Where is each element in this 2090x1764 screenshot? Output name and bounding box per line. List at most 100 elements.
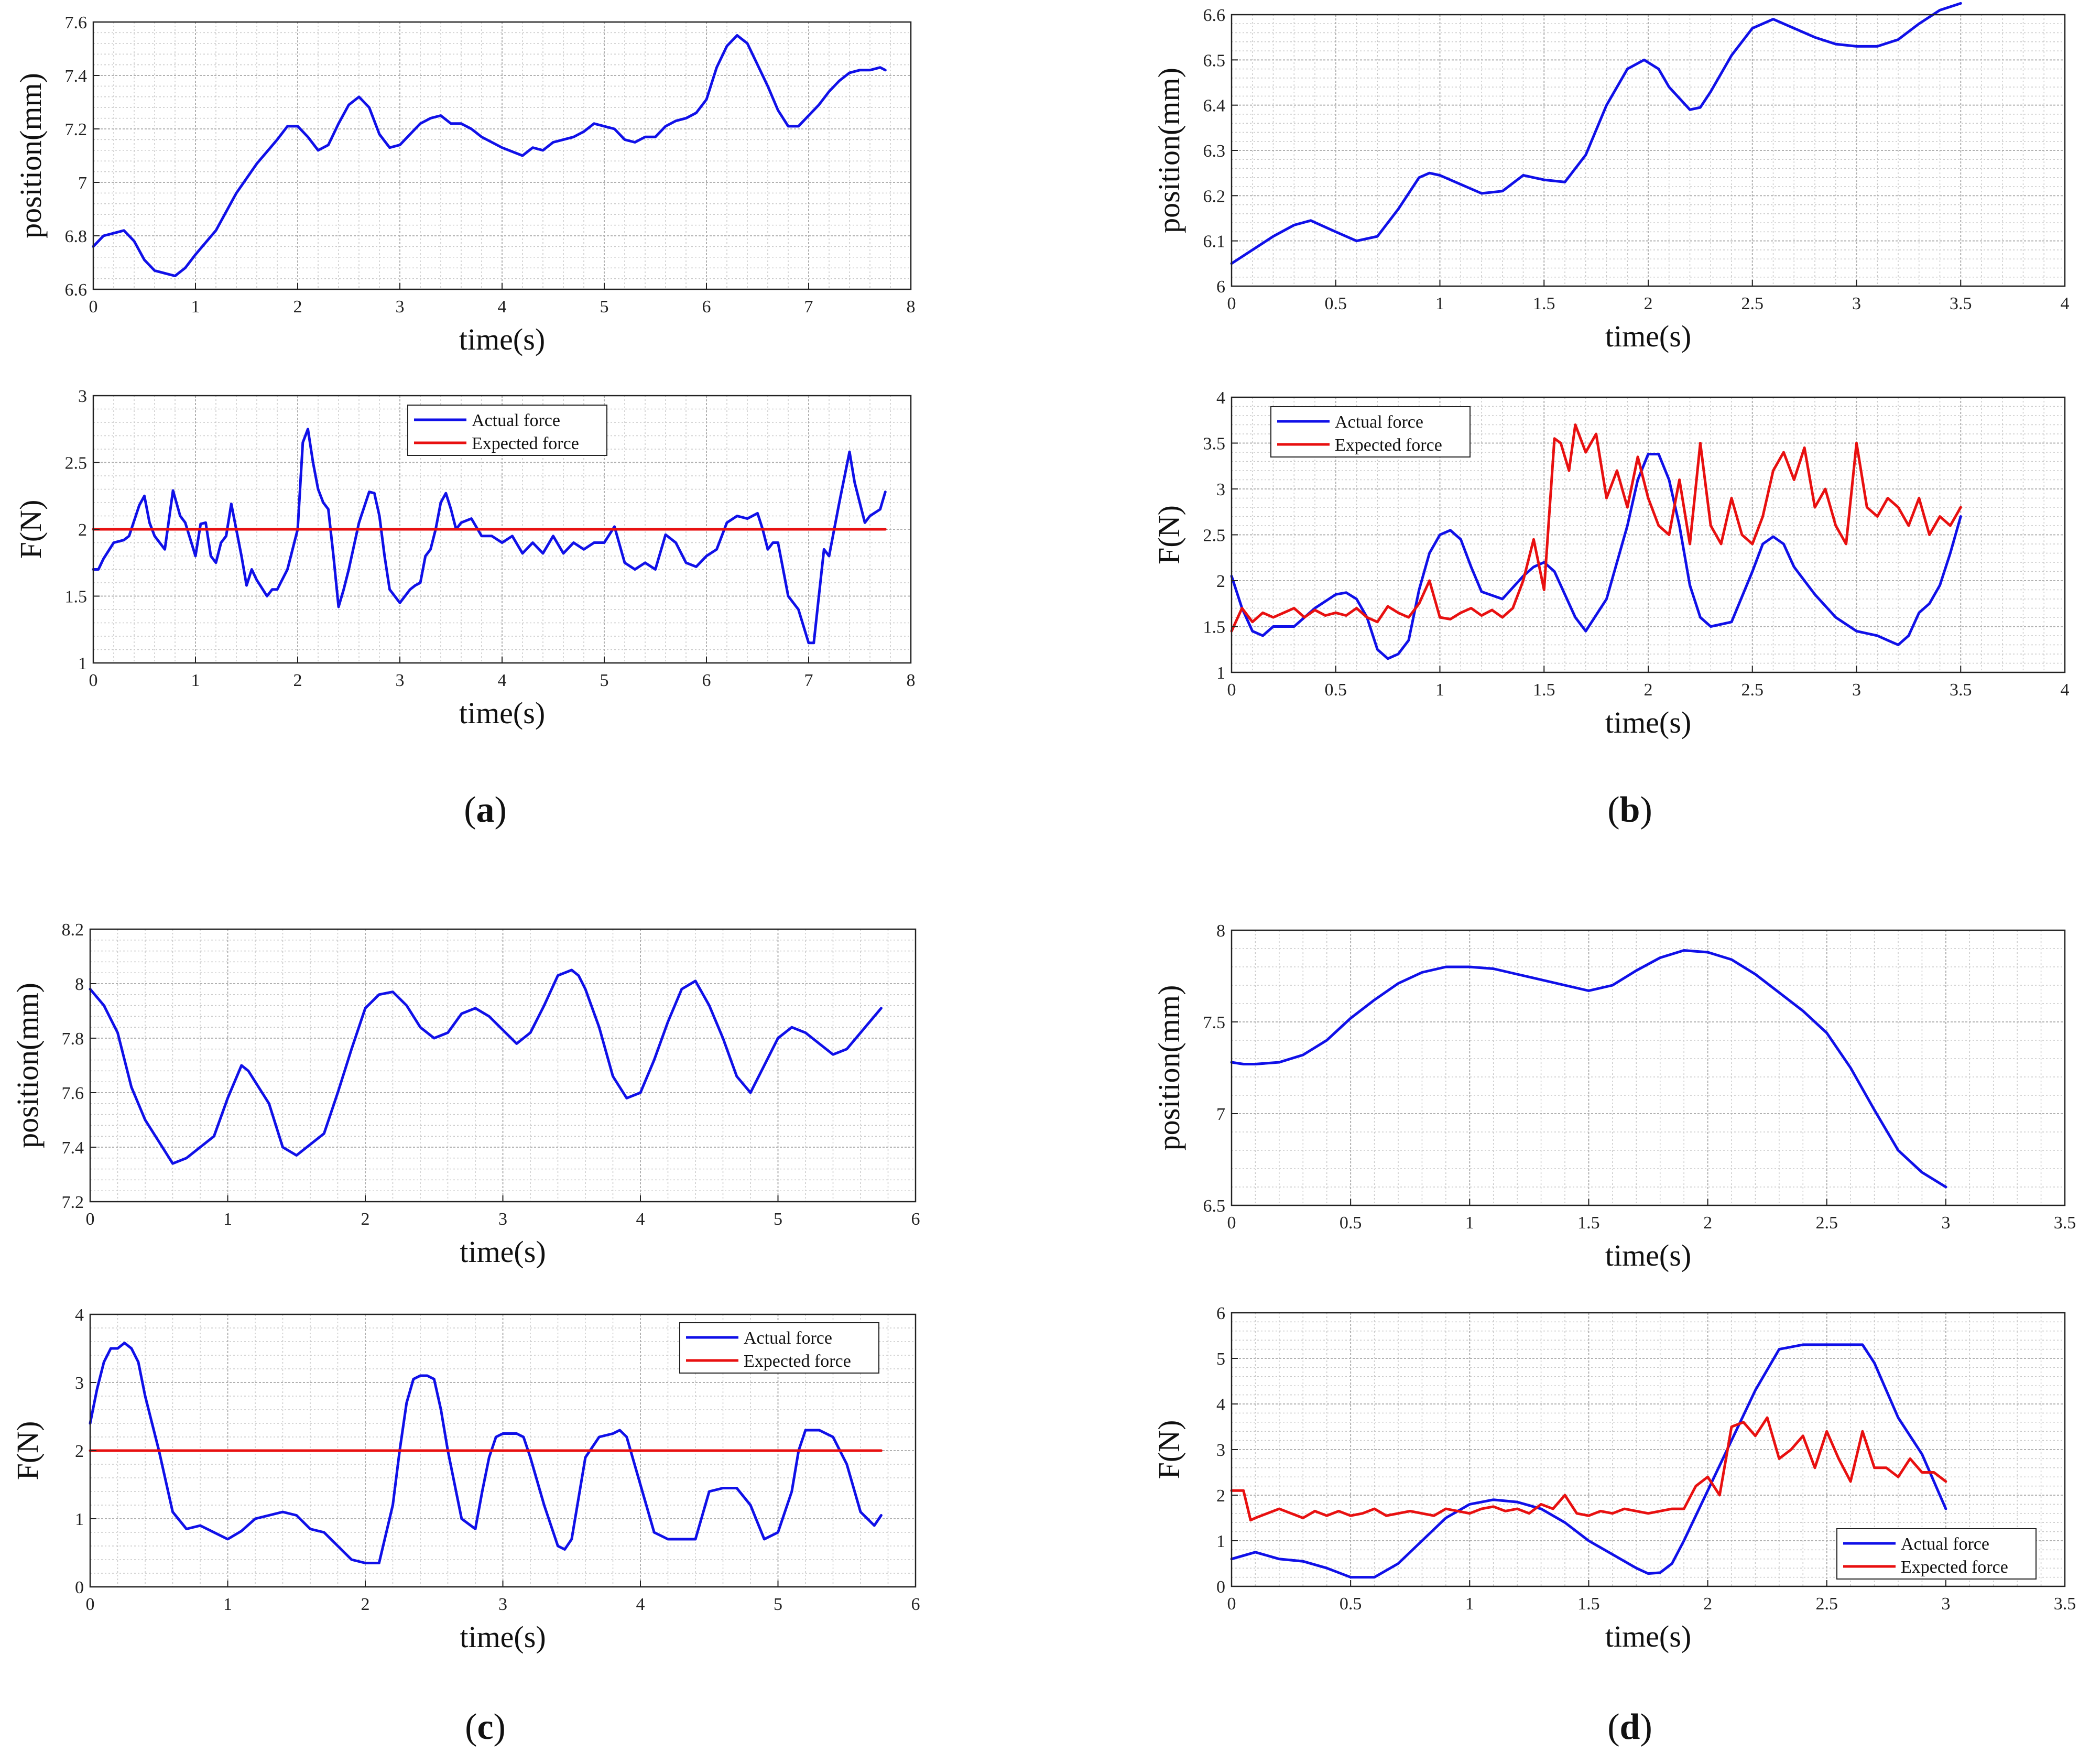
x-tick-label: 2 [293, 671, 302, 690]
legend-label-actual: Actual force [744, 1329, 832, 1348]
legend-label-expected: Expected force [472, 434, 579, 453]
chart-c-force-xlabel: time(s) [460, 1620, 546, 1654]
chart-c-position-xlabel: time(s) [460, 1235, 546, 1269]
x-tick-label: 1.5 [1577, 1213, 1600, 1233]
x-tick-label: 1 [191, 297, 200, 317]
y-tick-label: 0 [75, 1578, 84, 1597]
x-tick-label: 4 [636, 1595, 645, 1614]
chart-d-force: 0 0.5 1 1.5 2 2.5 3 3.5 0 1 2 3 4 5 6 time(s) F(N) Actual… [1152, 1304, 2076, 1653]
panel-label-letter: b [1620, 790, 1640, 830]
chart-d-position: 0 0.5 1 1.5 2 2.5 3 3.5 6.5 7 7.5 8 time(s) position(… [1152, 921, 2076, 1272]
x-tick-label: 0 [1227, 1213, 1236, 1233]
x-tick-label: 6 [702, 297, 711, 317]
legend-box [1270, 406, 1471, 458]
x-tick-label: 4 [2061, 680, 2070, 700]
chart-b-force-series-expected-force [1230, 423, 1962, 633]
legend-label-actual: Actual force [472, 411, 560, 430]
x-tick-label: 2.5 [1815, 1213, 1838, 1233]
chart-a-force-xlabel: time(s) [459, 696, 545, 730]
chart-c-position: 0 1 2 3 4 5 6 7.2 7.4 7.6 7.8 8 8.2 time(s) position(m… [10, 920, 920, 1269]
chart-d-position-series-position [1230, 949, 1947, 1189]
x-tick-label: 2 [293, 297, 302, 317]
x-tick-label: 1 [223, 1210, 232, 1229]
panel-label-c: (c) [465, 1707, 506, 1747]
y-tick-label: 6 [1216, 277, 1225, 297]
x-tick-label: 3.5 [1950, 680, 1972, 700]
y-tick-label: 6.6 [1203, 6, 1226, 25]
chart-d-force-ylabel: F(N) [1152, 1420, 1186, 1479]
x-tick-label: 7 [804, 297, 813, 317]
x-tick-label: 3 [396, 297, 405, 317]
x-tick-label: 8 [907, 297, 916, 317]
chart-b-force: 0 0.5 1 1.5 2 2.5 3 3.5 4 1 1.5 2 2.5 3 3.5 4 time(s) F(N… [1152, 388, 2070, 739]
y-tick-label: 4 [1216, 1395, 1225, 1414]
x-tick-label: 2.5 [1741, 680, 1764, 700]
legend-box [679, 1322, 879, 1374]
chart-b-force-ylabel: F(N) [1152, 505, 1186, 564]
y-tick-label: 7.8 [62, 1029, 84, 1049]
x-tick-label: 6 [911, 1210, 920, 1229]
y-tick-label: 6.2 [1203, 187, 1226, 206]
panel-label-letter: a [476, 790, 495, 830]
x-tick-label: 3 [1852, 680, 1861, 700]
x-tick-label: 0 [86, 1595, 95, 1614]
chart-b-position-xlabel: time(s) [1605, 319, 1691, 353]
panel-label-d: (d) [1607, 1707, 1652, 1747]
x-tick-label: 3 [396, 671, 405, 690]
y-tick-label: 1 [1216, 663, 1225, 683]
panel-label-paren: ) [1640, 1707, 1652, 1747]
x-tick-label: 2 [361, 1595, 370, 1614]
x-tick-label: 1 [223, 1595, 232, 1614]
x-tick-label: 4 [2061, 294, 2070, 313]
x-tick-label: 3.5 [2054, 1213, 2076, 1233]
chart-d-position-xlabel: time(s) [1605, 1238, 1691, 1272]
y-tick-label: 7.6 [65, 13, 88, 32]
x-tick-label: 5 [600, 297, 609, 317]
y-tick-label: 3 [75, 1374, 84, 1393]
y-tick-label: 7.4 [65, 67, 88, 86]
y-tick-label: 2 [1216, 1486, 1225, 1506]
y-tick-label: 2.5 [65, 454, 88, 473]
chart-b-position-ylabel: position(mm) [1152, 68, 1186, 233]
panel-label-paren: ( [1607, 790, 1619, 830]
chart-d-position-ylabel: position(mm) [1152, 985, 1186, 1151]
x-tick-label: 1 [191, 671, 200, 690]
y-tick-label: 7.2 [65, 120, 88, 139]
x-tick-label: 4 [498, 671, 507, 690]
x-tick-label: 0.5 [1325, 294, 1347, 313]
y-tick-label: 0 [1216, 1577, 1225, 1597]
panel-label-paren: ) [495, 790, 507, 830]
x-tick-label: 2 [1644, 294, 1653, 313]
plots-layer: 0 1 2 3 4 5 6 7 86.66.877.27.47.6time(s)position… [10, 2, 2076, 1654]
y-tick-label: 6.5 [1203, 1196, 1226, 1216]
y-tick-label: 7.5 [1203, 1013, 1226, 1032]
x-tick-label: 2 [1703, 1594, 1712, 1614]
chart-c-position-series-position [89, 968, 883, 1165]
x-tick-label: 0 [86, 1210, 95, 1229]
chart-c-force: 0 1 2 3 4 5 6 0 1 2 3 4 time(s) F(N) Actual force Expec… [10, 1305, 920, 1654]
legend-box [407, 405, 607, 456]
x-tick-label: 3 [498, 1210, 507, 1229]
chart-d-force-series-actual-force [1230, 1343, 1947, 1579]
chart-b-force-legend: Actual force Expected force [1270, 406, 1471, 458]
x-tick-label: 1 [1435, 294, 1444, 313]
chart-a-force-legend: Actual force Expected force [407, 405, 607, 456]
x-tick-label: 6 [702, 671, 711, 690]
x-tick-label: 3 [1941, 1594, 1950, 1614]
y-tick-label: 6.6 [65, 280, 88, 300]
x-tick-label: 2 [1703, 1213, 1712, 1233]
chart-c-position-ylabel: position(mm) [10, 983, 45, 1148]
x-tick-label: 0.5 [1340, 1213, 1362, 1233]
chart-d-force-series-expected-force [1230, 1416, 1947, 1522]
x-tick-label: 5 [774, 1595, 782, 1614]
y-tick-label: 3 [1216, 1441, 1225, 1460]
y-tick-label: 8.2 [62, 920, 84, 940]
chart-d-position-axes-frame [1231, 929, 2066, 1206]
chart-d-position-plot-area [1232, 930, 2065, 1205]
panel-label-b: (b) [1607, 790, 1652, 830]
y-tick-label: 8 [1216, 921, 1225, 941]
chart-a-position: 0 1 2 3 4 5 6 7 8 6.6 6.8 7 7.2 7.4 7.6 time(s) position… [14, 13, 916, 356]
x-tick-label: 5 [600, 671, 609, 690]
